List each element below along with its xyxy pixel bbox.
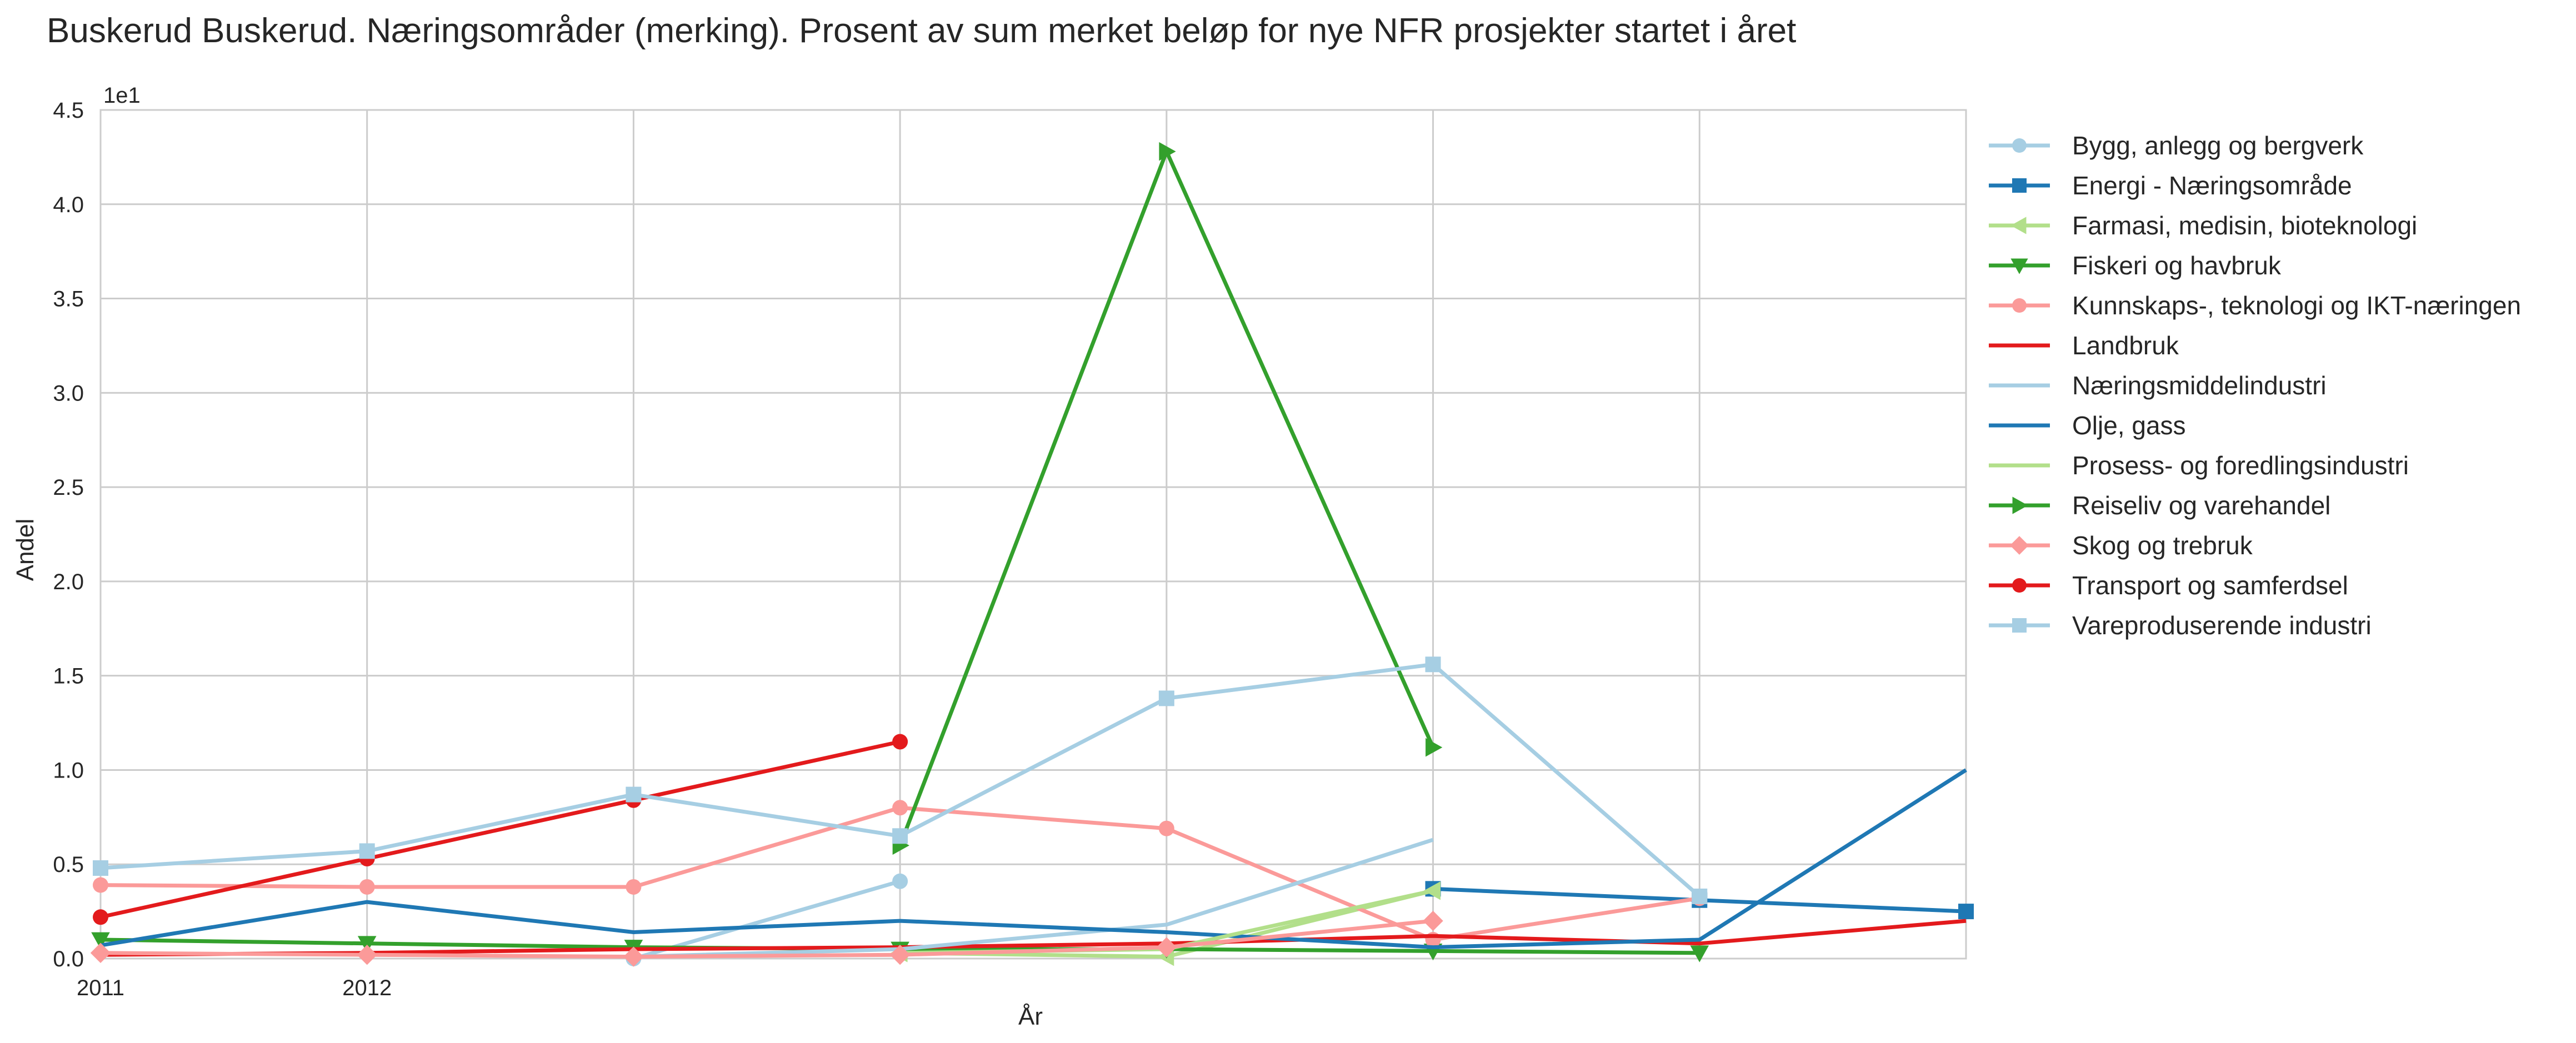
legend-label: Prosess- og foredlingsindustri [2072, 451, 2409, 480]
y-tick-label: 1.5 [53, 664, 84, 689]
data-point [93, 877, 108, 893]
data-point [626, 879, 642, 895]
legend-label: Kunnskaps-, teknologi og IKT-næringen [2072, 291, 2521, 320]
data-point [1158, 820, 1174, 836]
data-point [91, 932, 110, 949]
y-tick-label: 0.5 [53, 853, 84, 877]
legend-label: Energi - Næringsområde [2072, 171, 2352, 200]
legend-item: Landbruk [1989, 331, 2179, 360]
chart-title: Buskerud Buskerud. Næringsområder (merki… [47, 12, 1796, 50]
series-line [100, 919, 1433, 959]
data-point [93, 860, 108, 876]
data-point [892, 828, 908, 844]
data-point [2010, 258, 2028, 274]
legend-label: Vareproduserende industri [2072, 611, 2372, 640]
x-tick-label: 2011 [77, 976, 124, 1000]
legend-item: Næringsmiddelindustri [1989, 371, 2327, 400]
grid [99, 109, 1967, 960]
legend-item: Transport og samferdsel [1989, 571, 2348, 600]
series-12 [93, 656, 1708, 904]
data-point [1425, 738, 1443, 757]
series-line [100, 768, 1967, 950]
data-point [1425, 656, 1441, 673]
x-tick-label: 2012 [342, 976, 392, 1000]
plot-area [99, 109, 1967, 960]
data-point [2012, 497, 2028, 514]
data-point [2010, 536, 2029, 555]
y-tick-label: 1.0 [53, 758, 84, 783]
data-point [2012, 618, 2027, 633]
legend-item: Olje, gass [1989, 411, 2186, 440]
data-point [1958, 904, 1974, 920]
legend-item: Prosess- og foredlingsindustri [1989, 451, 2409, 480]
y-tick-label: 4.5 [53, 98, 84, 123]
legend-label: Reiseliv og varehandel [2072, 491, 2330, 520]
y-tick-label: 3.0 [53, 381, 84, 405]
legend-item: Skog og trebruk [1989, 531, 2253, 560]
series-7 [100, 768, 1967, 950]
data-point [892, 800, 908, 816]
legend-label: Transport og samferdsel [2072, 571, 2348, 600]
data-point [2012, 298, 2027, 313]
legend: Bygg, anlegg og bergverk Energi - Nærings… [1989, 131, 2521, 640]
series-layer [90, 142, 1974, 967]
legend-item: Kunnskaps-, teknologi og IKT-næringen [1989, 291, 2521, 320]
legend-label: Næringsmiddelindustri [2072, 371, 2327, 400]
legend-item: Vareproduserende industri [1989, 611, 2372, 640]
x-axis-label: År [1018, 1003, 1043, 1030]
data-point [359, 879, 375, 895]
y-tick-label: 0.0 [53, 947, 84, 971]
data-point [1158, 690, 1174, 706]
legend-label: Skog og trebruk [2072, 531, 2253, 560]
y-tick-label: 3.5 [53, 287, 84, 312]
data-point [357, 936, 377, 953]
data-point [1690, 945, 1709, 962]
y-tick-label: 2.0 [53, 570, 84, 594]
series-line [100, 740, 901, 919]
data-point [623, 946, 644, 967]
data-point [2010, 217, 2027, 234]
data-point [1692, 888, 1708, 904]
axes: 0.0 0.5 1.0 1.5 2.0 2.5 3.0 3.5 4.0 4.5 2011 2012 [53, 98, 392, 1000]
legend-item: Energi - Næringsområde [1989, 171, 2352, 200]
legend-item: Fiskeri og havbruk [1989, 251, 2282, 280]
legend-item: Reiseliv og varehandel [1989, 491, 2330, 520]
y-axis-label: Andel [12, 519, 39, 581]
data-point [359, 843, 375, 859]
legend-label: Landbruk [2072, 331, 2179, 360]
data-point [1423, 910, 1443, 931]
data-point [892, 873, 908, 889]
y-tick-label: 2.5 [53, 475, 84, 500]
data-point [2012, 578, 2027, 593]
legend-item: Bygg, anlegg og bergverk [1989, 131, 2364, 160]
data-point [1156, 937, 1177, 957]
y-tick-label: 4.0 [53, 193, 84, 217]
data-point [889, 945, 911, 965]
y-scale-label: 1e1 [103, 83, 141, 108]
legend-label: Olje, gass [2072, 411, 2186, 440]
data-point [1159, 142, 1176, 161]
data-point [2012, 178, 2027, 193]
data-point [2012, 138, 2027, 153]
data-point [626, 786, 642, 803]
data-point [93, 909, 108, 925]
data-point [90, 942, 111, 964]
legend-label: Fiskeri og havbruk [2072, 251, 2282, 280]
series-line [633, 838, 1434, 959]
data-point [357, 945, 377, 965]
legend-item: Farmasi, medisin, bioteknologi [1989, 211, 2417, 240]
series-6 [633, 838, 1434, 959]
legend-label: Bygg, anlegg og bergverk [2072, 131, 2364, 160]
data-point [892, 734, 908, 750]
legend-label: Farmasi, medisin, bioteknologi [2072, 211, 2417, 240]
series-10 [90, 910, 1443, 967]
